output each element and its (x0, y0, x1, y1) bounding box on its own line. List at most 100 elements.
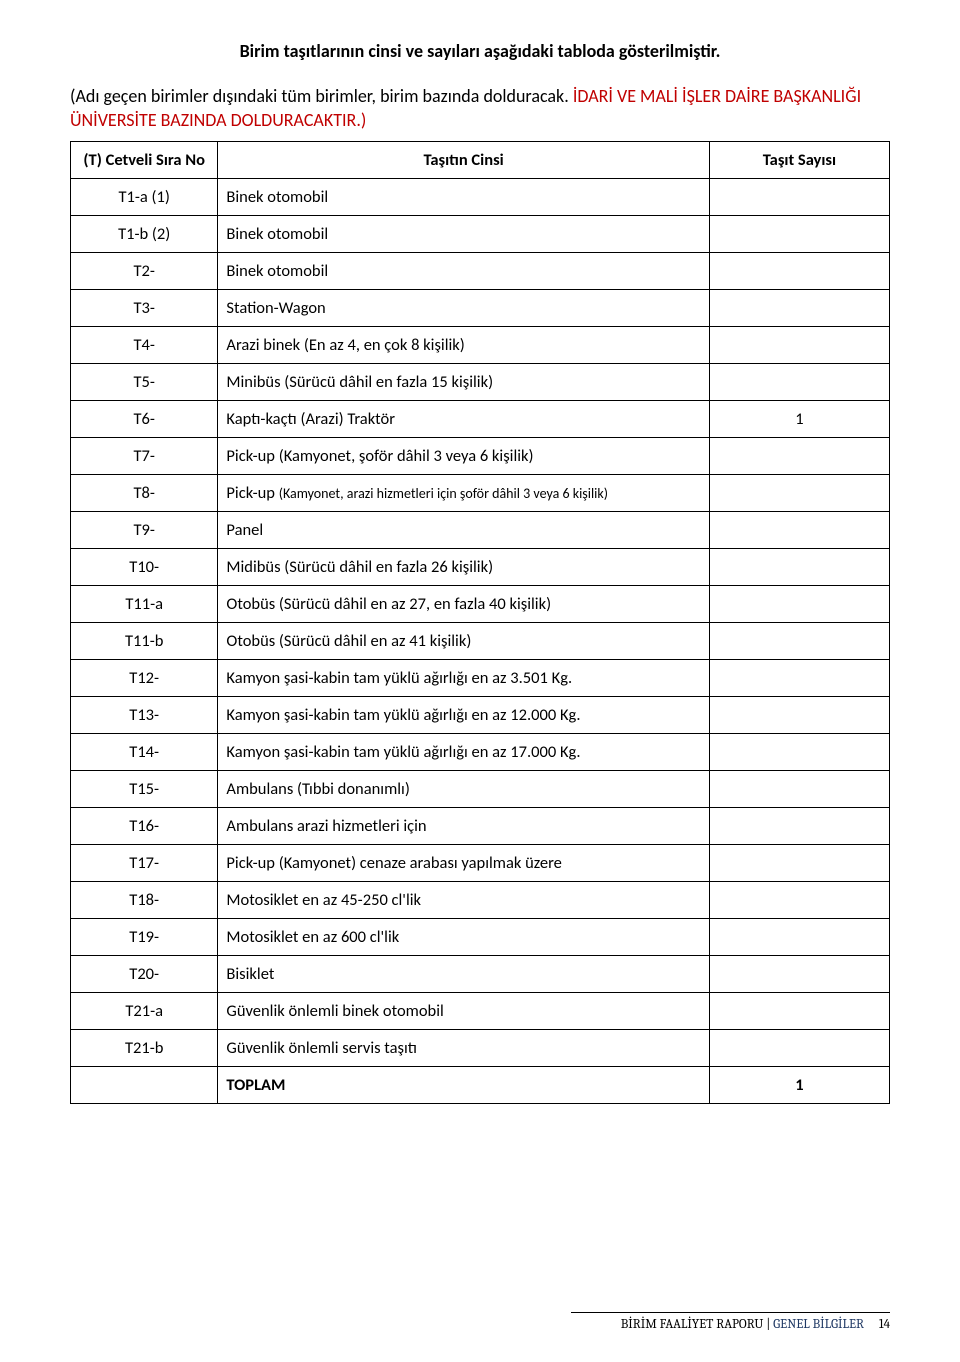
cell-cinsi: Güvenlik önlemli servis taşıtı (218, 1030, 709, 1067)
cell-no (71, 1067, 218, 1104)
cell-no: T12- (71, 660, 218, 697)
cell-cinsi: Kaptı-kaçtı (Arazi) Traktör (218, 401, 709, 438)
cell-no: T6- (71, 401, 218, 438)
table-row: T4-Arazi binek (En az 4, en çok 8 kişili… (71, 327, 890, 364)
table-row: T13-Kamyon şasi-kabin tam yüklü ağırlığı… (71, 697, 890, 734)
cell-no: T1-b (2) (71, 216, 218, 253)
intro-paragraph: (Adı geçen birimler dışındaki tüm biriml… (70, 84, 890, 133)
cell-no: T21-b (71, 1030, 218, 1067)
table-row: T11-aOtobüs (Sürücü dâhil en az 27, en f… (71, 586, 890, 623)
cell-sayi (709, 808, 889, 845)
cell-sayi: 1 (709, 401, 889, 438)
cell-cinsi: Arazi binek (En az 4, en çok 8 kişilik) (218, 327, 709, 364)
cell-no: T3- (71, 290, 218, 327)
table-row: T9-Panel (71, 512, 890, 549)
cell-cinsi: Midibüs (Sürücü dâhil en fazla 26 kişili… (218, 549, 709, 586)
cell-sayi (709, 290, 889, 327)
cell-no: T9- (71, 512, 218, 549)
cell-cinsi: Panel (218, 512, 709, 549)
header-cinsi: Taşıtın Cinsi (218, 141, 709, 179)
cell-sayi (709, 512, 889, 549)
cell-sayi (709, 179, 889, 216)
footer-section: GENEL BİLGİLER (773, 1317, 864, 1332)
cell-no: T21-a (71, 993, 218, 1030)
cell-sayi (709, 216, 889, 253)
cell-sayi (709, 660, 889, 697)
cell-cinsi: Pick-up (Kamyonet, arazi hizmetleri için… (218, 475, 709, 512)
table-row: T2-Binek otomobil (71, 253, 890, 290)
cell-no: T4- (71, 327, 218, 364)
table-row: T3-Station-Wagon (71, 290, 890, 327)
cell-cinsi: Güvenlik önlemli binek otomobil (218, 993, 709, 1030)
table-row: T16-Ambulans arazi hizmetleri için (71, 808, 890, 845)
cell-no: T2- (71, 253, 218, 290)
cell-cinsi: Minibüs (Sürücü dâhil en fazla 15 kişili… (218, 364, 709, 401)
header-sayi: Taşıt Sayısı (709, 141, 889, 179)
cell-no: T20- (71, 956, 218, 993)
table-total-row: TOPLAM1 (71, 1067, 890, 1104)
table-row: T20-Bisiklet (71, 956, 890, 993)
cell-sayi (709, 771, 889, 808)
cell-cinsi: Binek otomobil (218, 179, 709, 216)
cell-no: T17- (71, 845, 218, 882)
table-row: T18-Motosiklet en az 45-250 cl'lik (71, 882, 890, 919)
cell-no: T5- (71, 364, 218, 401)
cell-sayi (709, 438, 889, 475)
cell-sayi (709, 993, 889, 1030)
footer-page-number: 14 (879, 1317, 890, 1332)
table-header-row: (T) Cetveli Sıra No Taşıtın Cinsi Taşıt … (71, 141, 890, 179)
cell-cinsi: Ambulans (Tıbbi donanımlı) (218, 771, 709, 808)
table-row: T12-Kamyon şasi-kabin tam yüklü ağırlığı… (71, 660, 890, 697)
table-row: T1-a (1)Binek otomobil (71, 179, 890, 216)
cell-cinsi: Bisiklet (218, 956, 709, 993)
cell-no: T7- (71, 438, 218, 475)
cell-no: T18- (71, 882, 218, 919)
table-row: T17-Pick-up (Kamyonet) cenaze arabası ya… (71, 845, 890, 882)
cell-cinsi: Motosiklet en az 600 cl'lik (218, 919, 709, 956)
cell-total-label: TOPLAM (218, 1067, 709, 1104)
table-row: T19-Motosiklet en az 600 cl'lik (71, 919, 890, 956)
cell-sayi (709, 586, 889, 623)
cell-no: T19- (71, 919, 218, 956)
cell-cinsi: Ambulans arazi hizmetleri için (218, 808, 709, 845)
cell-no: T1-a (1) (71, 179, 218, 216)
table-row: T7-Pick-up (Kamyonet, şoför dâhil 3 veya… (71, 438, 890, 475)
table-row: T21-bGüvenlik önlemli servis taşıtı (71, 1030, 890, 1067)
cell-sayi (709, 734, 889, 771)
table-row: T15-Ambulans (Tıbbi donanımlı) (71, 771, 890, 808)
cell-no: T13- (71, 697, 218, 734)
cell-no: T16- (71, 808, 218, 845)
vehicle-table: (T) Cetveli Sıra No Taşıtın Cinsi Taşıt … (70, 141, 890, 1105)
intro-text-black: (Adı geçen birimler dışındaki tüm biriml… (70, 85, 573, 107)
cell-sayi (709, 549, 889, 586)
cell-no: T11-a (71, 586, 218, 623)
cell-sayi (709, 327, 889, 364)
cell-sayi (709, 364, 889, 401)
cell-sayi (709, 623, 889, 660)
cell-sayi (709, 845, 889, 882)
table-row: T14-Kamyon şasi-kabin tam yüklü ağırlığı… (71, 734, 890, 771)
cell-total-value: 1 (709, 1067, 889, 1104)
cell-cinsi: Kamyon şasi-kabin tam yüklü ağırlığı en … (218, 697, 709, 734)
cell-cinsi: Pick-up (Kamyonet) cenaze arabası yapılm… (218, 845, 709, 882)
cell-cinsi: Binek otomobil (218, 216, 709, 253)
header-no: (T) Cetveli Sıra No (71, 141, 218, 179)
table-row: T5-Minibüs (Sürücü dâhil en fazla 15 kiş… (71, 364, 890, 401)
cell-cinsi: Motosiklet en az 45-250 cl'lik (218, 882, 709, 919)
table-row: T6-Kaptı-kaçtı (Arazi) Traktör1 (71, 401, 890, 438)
page-footer: BİRİM FAALİYET RAPORU | GENEL BİLGİLER 1… (571, 1312, 890, 1332)
cell-no: T8- (71, 475, 218, 512)
cell-sayi (709, 253, 889, 290)
cell-cinsi: Otobüs (Sürücü dâhil en az 41 kişilik) (218, 623, 709, 660)
cell-sayi (709, 1030, 889, 1067)
cell-sayi (709, 956, 889, 993)
cell-cinsi: Kamyon şasi-kabin tam yüklü ağırlığı en … (218, 734, 709, 771)
table-row: T1-b (2)Binek otomobil (71, 216, 890, 253)
table-row: T11-bOtobüs (Sürücü dâhil en az 41 kişil… (71, 623, 890, 660)
cell-cinsi: Binek otomobil (218, 253, 709, 290)
cell-no: T10- (71, 549, 218, 586)
cell-no: T11-b (71, 623, 218, 660)
cell-cinsi: Pick-up (Kamyonet, şoför dâhil 3 veya 6 … (218, 438, 709, 475)
cell-no: T14- (71, 734, 218, 771)
cell-cinsi: Otobüs (Sürücü dâhil en az 27, en fazla … (218, 586, 709, 623)
